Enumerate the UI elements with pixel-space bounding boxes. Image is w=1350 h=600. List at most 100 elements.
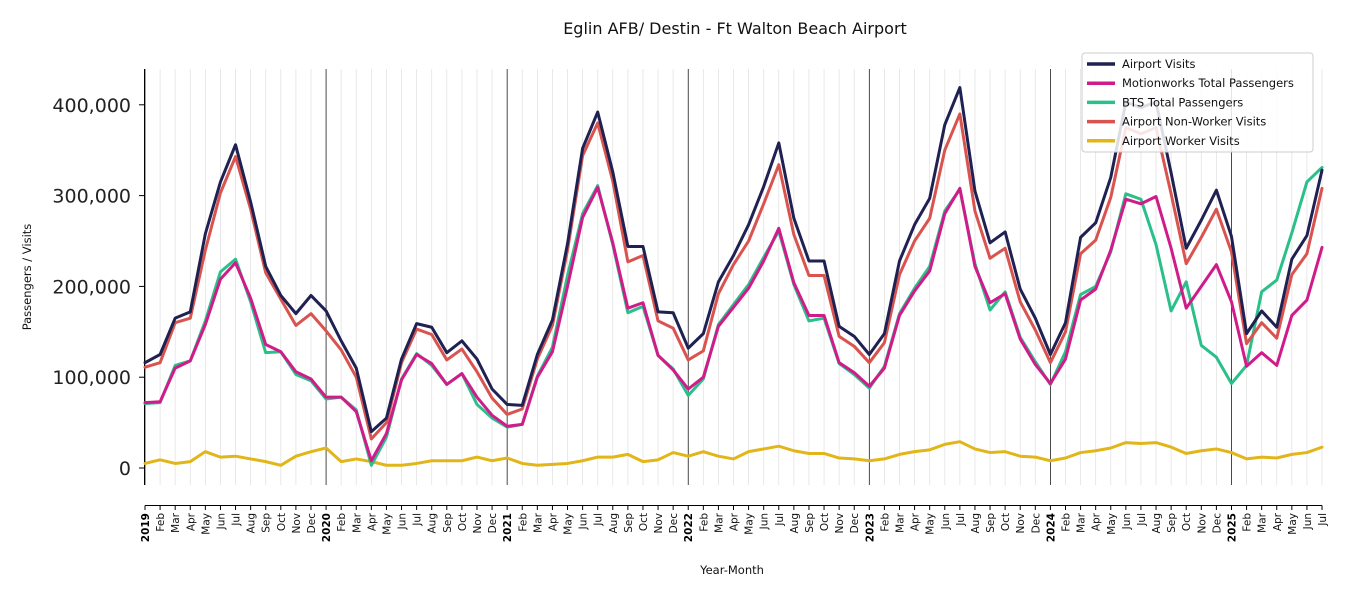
x-tick-label-month: Jul (1317, 513, 1329, 527)
x-tick-label-month: Aug (1151, 513, 1163, 534)
x-tick-label-month: Feb (155, 513, 167, 532)
x-tick-label-month: Feb (336, 513, 348, 532)
x-tick-label-month: Oct (638, 513, 650, 531)
x-tick-label-month: Jul (412, 513, 424, 527)
x-tick-label-year: 2019 (140, 513, 152, 542)
x-tick-label-month: Mar (1257, 512, 1269, 532)
x-tick-label-month: Jun (1121, 513, 1133, 530)
x-tick-label-month: Dec (306, 513, 318, 534)
x-tick-label-year: 2023 (864, 513, 876, 542)
x-tick-label-month: Dec (1030, 513, 1042, 534)
x-tick-label-month: Sep (261, 513, 273, 533)
x-tick-label-month: Apr (547, 512, 559, 531)
x-tick-label-month: Mar (895, 512, 907, 532)
y-tick-label: 200,000 (52, 276, 131, 298)
x-tick-label-month: Nov (653, 513, 665, 534)
x-tick-label-month: Feb (879, 513, 891, 532)
x-tick-label-month: Jun (759, 513, 771, 530)
x-tick-label-month: Jun (578, 513, 590, 530)
x-tick-label-month: Sep (442, 513, 454, 533)
y-tick-label: 300,000 (52, 186, 131, 208)
x-tick-label-month: May (744, 513, 756, 535)
x-tick-label-month: Apr (1091, 512, 1103, 531)
x-tick-label-month: Jul (1136, 513, 1148, 527)
x-tick-label-month: Dec (668, 513, 680, 534)
x-tick-label-month: Nov (834, 513, 846, 534)
x-tick-label-month: Oct (1000, 513, 1012, 531)
x-tick-label-month: Nov (1015, 513, 1027, 534)
x-tick-label-month: Dec (849, 513, 861, 534)
x-tick-label-month: Sep (1166, 513, 1178, 533)
x-tick-label-month: Feb (1060, 513, 1072, 532)
x-tick-label-month: Dec (1211, 513, 1223, 534)
y-axis-label: Passengers / Visits (20, 224, 34, 331)
x-tick-label-month: Feb (698, 513, 710, 532)
x-tick-label-month: Sep (623, 513, 635, 533)
x-tick-label-month: May (1106, 513, 1118, 535)
x-tick-label-month: Feb (517, 513, 529, 532)
x-tick-label-month: Jun (215, 513, 227, 530)
x-tick-label-month: Apr (729, 512, 741, 531)
x-tick-label-month: Aug (427, 513, 439, 534)
x-tick-label-year: 2021 (502, 513, 514, 542)
legend-frame (1081, 52, 1314, 153)
x-tick-label-month: Nov (291, 513, 303, 534)
x-tick-label-month: Jul (231, 513, 243, 527)
x-tick-label-month: Mar (713, 512, 725, 532)
x-tick-label-month: May (381, 513, 393, 535)
x-tick-label-month: Apr (910, 512, 922, 531)
x-tick-label-year: 2022 (683, 513, 695, 542)
year-separator-lines (144, 69, 1232, 485)
x-tick-label-month: Mar (351, 512, 363, 532)
y-tick-label: 100,000 (52, 367, 131, 389)
x-tick-label-month: Sep (804, 513, 816, 533)
x-tick-label-month: Jul (593, 513, 605, 527)
y-tick-label: 0 (119, 458, 131, 480)
x-tick-label-month: Apr (366, 512, 378, 531)
x-tick-label-month: May (1287, 513, 1299, 535)
x-tick-label-month: Mar (532, 512, 544, 532)
x-tick-label-month: May (200, 513, 212, 535)
x-tick-label-month: Oct (457, 513, 469, 531)
x-tick-label-month: Sep (985, 513, 997, 533)
x-axis-label: Year-Month (699, 563, 764, 577)
x-tick-label-month: May (925, 513, 937, 535)
x-tick-label-month: Jun (397, 513, 409, 530)
x-tick-label-month: May (563, 513, 575, 535)
x-tick-label-month: Jul (774, 513, 786, 527)
x-tick-label-month: Nov (472, 513, 484, 534)
x-tick-label-year: 2020 (321, 513, 333, 542)
x-tick-label-month: Aug (246, 513, 258, 534)
y-tick-label: 400,000 (52, 95, 131, 117)
x-tick-label-month: Nov (1196, 513, 1208, 534)
chart-title: Eglin AFB/ Destin - Ft Walton Beach Airp… (563, 19, 907, 38)
x-tick-label-month: Oct (1181, 513, 1193, 531)
x-tick-label-month: Oct (819, 513, 831, 531)
x-tick-label-year: 2024 (1045, 513, 1057, 542)
legend-label: BTS Total Passengers (1122, 95, 1243, 109)
legend-label: Motionworks Total Passengers (1122, 76, 1294, 90)
x-tick-label-month: Mar (1076, 512, 1088, 532)
legend-label: Airport Visits (1122, 57, 1196, 71)
legend: Airport Visits Motionworks Total Passenge… (1081, 52, 1314, 153)
legend-items: Airport Visits Motionworks Total Passenge… (1087, 57, 1294, 148)
x-tick-label-month: Mar (170, 512, 182, 532)
x-tick-label-month: Aug (608, 513, 620, 534)
x-tick-label-month: Apr (185, 512, 197, 531)
series-line-motionworks-total-passengers (143, 185, 1324, 463)
series-line-airport-worker-visits (143, 440, 1324, 467)
x-tick-label-month: Jun (940, 513, 952, 530)
x-tick-label-month: Apr (1272, 512, 1284, 531)
x-tick-label-month: Aug (789, 513, 801, 534)
x-tick-label-month: Feb (1242, 513, 1254, 532)
x-tick-label-month: Jul (955, 513, 967, 527)
x-tick-label-month: Jun (1302, 513, 1314, 530)
x-tick-label-year: 2025 (1226, 513, 1238, 542)
x-tick-label-month: Aug (970, 513, 982, 534)
x-tick-label-month: Dec (487, 513, 499, 534)
x-tick-label-month: Oct (276, 513, 288, 531)
legend-label: Airport Non-Worker Visits (1122, 115, 1266, 129)
legend-label: Airport Worker Visits (1122, 134, 1240, 148)
